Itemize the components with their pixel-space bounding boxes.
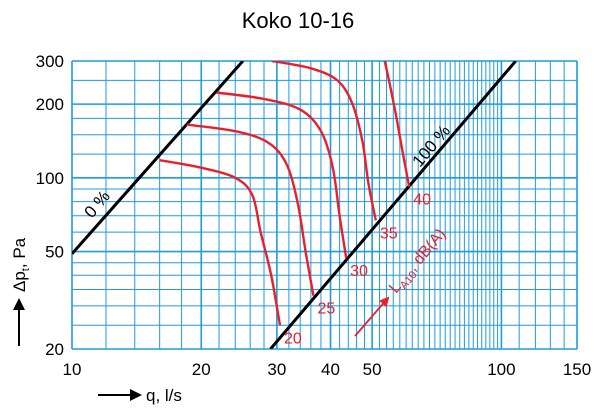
sound-curves (159, 61, 411, 326)
curve-label-40: 40 (413, 192, 431, 209)
y-tick-label: 100 (36, 169, 64, 188)
x-tick-label: 20 (192, 360, 211, 379)
curve-label-35: 35 (380, 225, 398, 242)
curve-25 (186, 123, 315, 296)
reference-lines (72, 61, 517, 349)
y-tick-label: 200 (36, 95, 64, 114)
y-tick-label: 300 (36, 52, 64, 71)
y-axis-subscript: t (20, 268, 32, 271)
series-unit-arrow (354, 296, 390, 337)
zero-percent-label: 0 % (81, 187, 114, 222)
curve-label-20: 20 (284, 330, 302, 347)
x-tick-label: 10 (63, 360, 82, 379)
curve-labels: 20 25 30 35 40 (284, 192, 431, 348)
y-axis-unit: , Pa (10, 237, 29, 268)
curve-label-30: 30 (350, 263, 368, 280)
curve-35 (271, 61, 377, 221)
y-axis-label: Δpt, Pa (10, 237, 32, 292)
x-tick-label: 50 (363, 360, 382, 379)
zero-percent-line (72, 61, 245, 255)
curve-label-25: 25 (317, 301, 335, 318)
chart-title: Koko 10-16 (242, 8, 355, 33)
x-tick-label: 40 (321, 360, 340, 379)
x-tick-label: 100 (487, 360, 515, 379)
series-unit-suffix: , dB(A) (404, 226, 449, 275)
y-tick-label: 50 (45, 243, 64, 262)
x-tick-labels: 10 20 30 40 50 100 150 (63, 360, 592, 379)
hundred-percent-line (269, 61, 517, 349)
x-axis-label: q, l/s (146, 386, 182, 405)
x-tick-label: 30 (267, 360, 286, 379)
curve-20 (159, 159, 282, 326)
y-tick-labels: 20 50 100 200 300 (36, 52, 64, 359)
curve-30 (216, 91, 348, 259)
x-tick-label: 150 (563, 360, 591, 379)
y-axis-symbol: Δp (10, 271, 29, 292)
y-tick-label: 20 (45, 340, 64, 359)
curve-40 (383, 61, 411, 187)
hundred-percent-label: 100 % (409, 121, 455, 170)
